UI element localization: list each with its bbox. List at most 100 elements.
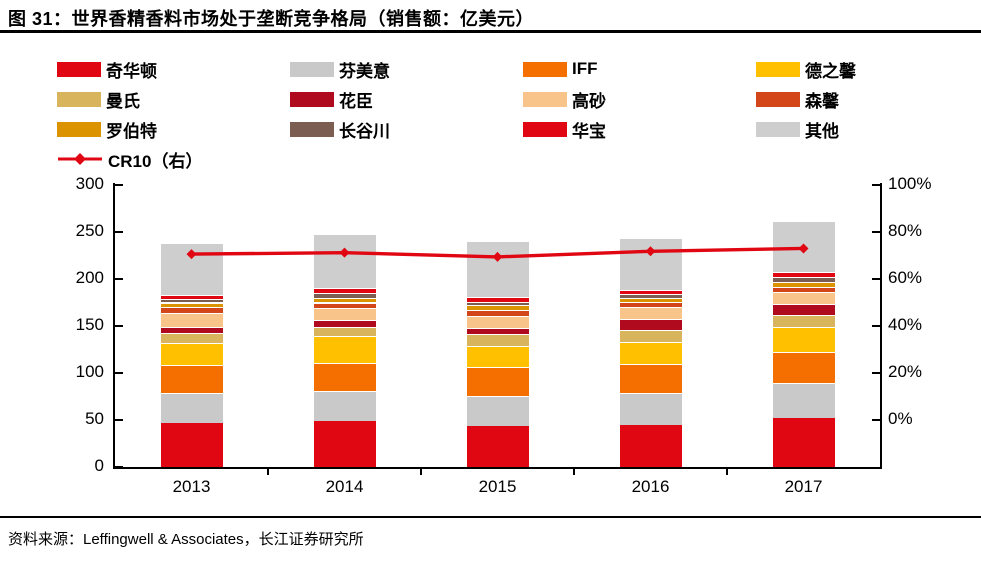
- legend-item: 高砂: [523, 84, 756, 114]
- legend-label: 高砂: [572, 91, 606, 111]
- x-axis-category-label: 2016: [631, 477, 670, 496]
- legend-item: 奇华顿: [57, 54, 290, 84]
- legend-swatch-icon: [756, 121, 800, 137]
- plot-area: [115, 185, 880, 467]
- bar-segment-奇华顿-2016: [619, 424, 682, 467]
- bar-segment-奇华顿-2017: [772, 418, 835, 467]
- x-axis-category-label: 2017: [784, 477, 823, 496]
- bar-segment-IFF-2015: [466, 367, 529, 396]
- bar-segment-罗伯特-2016: [619, 297, 682, 302]
- legend-item: 罗伯特: [57, 114, 290, 144]
- bar-segment-其他-2013: [160, 243, 223, 295]
- y-axis-left-tick: [115, 372, 123, 374]
- bar-segment-长谷川-2015: [466, 301, 529, 306]
- legend-label: CR10（右）: [108, 151, 203, 171]
- bar-segment-高砂-2014: [313, 308, 376, 321]
- x-axis-tick: [420, 469, 422, 475]
- legend-label: 花臣: [339, 91, 373, 111]
- line-marker-icon: [58, 153, 102, 165]
- bar-segment-曼氏-2015: [466, 334, 529, 346]
- bar-segment-德之馨-2017: [772, 326, 835, 353]
- bar-segment-罗伯特-2017: [772, 281, 835, 287]
- bar-segment-其他-2014: [313, 233, 376, 289]
- bar-segment-曼氏-2014: [313, 326, 376, 337]
- x-axis-category-label: 2013: [172, 477, 211, 496]
- bar-segment-IFF-2014: [313, 362, 376, 391]
- bar-segment-芬美意-2017: [772, 383, 835, 419]
- x-axis-tick: [726, 469, 728, 475]
- bar-segment-花臣-2016: [619, 319, 682, 330]
- y-axis-right-tick-label: 40%: [888, 315, 923, 334]
- source-rule: [0, 516, 981, 518]
- bar-segment-罗伯特-2013: [160, 302, 223, 308]
- y-axis-right-tick-label: 20%: [888, 362, 923, 381]
- legend-item-cr10: CR10（右）: [57, 144, 290, 174]
- x-axis-category-label: 2015: [478, 477, 517, 496]
- y-axis-left-tick-label: 100: [75, 362, 104, 381]
- y-axis-right-tick: [872, 372, 880, 374]
- chart-legend: 奇华顿 芬美意 IFF 德之馨曼氏 花臣 高砂 森馨罗伯特 长谷川 华宝 其他 CR10（右）: [57, 54, 957, 174]
- bar-segment-芬美意-2013: [160, 392, 223, 423]
- y-axis-left-tick: [115, 466, 123, 468]
- bar-segment-华宝-2013: [160, 294, 223, 299]
- legend-label: 其他: [805, 121, 839, 141]
- bar-segment-长谷川-2014: [313, 293, 376, 298]
- bar-segment-森馨-2017: [772, 286, 835, 293]
- bar-segment-华宝-2014: [313, 288, 376, 294]
- y-axis-left-tick-label: 0: [94, 456, 104, 475]
- y-axis-right-tick: [872, 231, 880, 233]
- bar-segment-长谷川-2017: [772, 277, 835, 282]
- legend-item: 芬美意: [290, 54, 523, 84]
- y-axis-left-tick: [115, 325, 123, 327]
- legend-item: 其他: [756, 114, 957, 144]
- legend-label: 华宝: [572, 121, 606, 141]
- x-axis-category-label: 2014: [325, 477, 364, 496]
- title-rule: [0, 30, 981, 33]
- bar-segment-奇华顿-2014: [313, 420, 376, 467]
- legend-label: 曼氏: [106, 91, 140, 111]
- bar-segment-罗伯特-2015: [466, 305, 529, 310]
- y-axis-right-tick: [872, 419, 880, 421]
- y-axis-right-tick-label: 60%: [888, 268, 923, 287]
- bar-segment-华宝-2017: [772, 272, 835, 278]
- bar-segment-曼氏-2016: [619, 329, 682, 342]
- x-axis-tick: [573, 469, 575, 475]
- bar-segment-华宝-2015: [466, 296, 529, 302]
- cr10-data-point-marker: [645, 246, 656, 257]
- y-axis-right-tick-label: 100%: [888, 174, 932, 193]
- y-axis-left-tick-label: 300: [75, 174, 104, 193]
- bar-segment-奇华顿-2013: [160, 422, 223, 467]
- legend-item: 花臣: [290, 84, 523, 114]
- x-axis: [113, 467, 882, 469]
- bar-segment-森馨-2014: [313, 302, 376, 309]
- y-axis-left-tick-label: 150: [75, 315, 104, 334]
- bar-segment-德之馨-2016: [619, 341, 682, 364]
- legend-label: 长谷川: [339, 121, 390, 141]
- legend-swatch-icon: [290, 91, 334, 107]
- bar-segment-曼氏-2013: [160, 332, 223, 343]
- bar-segment-罗伯特-2014: [313, 297, 376, 303]
- bar-segment-高砂-2013: [160, 312, 223, 327]
- legend-swatch-icon: [523, 61, 567, 77]
- bar-segment-长谷川-2013: [160, 298, 223, 303]
- bar-segment-高砂-2017: [772, 292, 835, 305]
- legend-swatch-icon: [57, 91, 101, 107]
- bar-segment-曼氏-2017: [772, 314, 835, 327]
- legend-label: 森馨: [805, 91, 839, 111]
- y-axis-left-tick-label: 250: [75, 221, 104, 240]
- bar-segment-森馨-2015: [466, 310, 529, 316]
- bar-segment-德之馨-2014: [313, 336, 376, 363]
- legend-label: 奇华顿: [106, 61, 157, 81]
- legend-label: 罗伯特: [106, 121, 157, 141]
- legend-label: 芬美意: [339, 61, 390, 81]
- legend-label: 德之馨: [805, 61, 856, 81]
- legend-item: 德之馨: [756, 54, 957, 84]
- bar-segment-芬美意-2014: [313, 390, 376, 421]
- bar-segment-芬美意-2016: [619, 392, 682, 425]
- legend-item: 曼氏: [57, 84, 290, 114]
- legend-label: IFF: [572, 59, 598, 78]
- source-note: 资料来源：Leffingwell & Associates，长江证券研究所: [8, 531, 364, 548]
- bar-segment-IFF-2016: [619, 363, 682, 393]
- x-axis-tick: [267, 469, 269, 475]
